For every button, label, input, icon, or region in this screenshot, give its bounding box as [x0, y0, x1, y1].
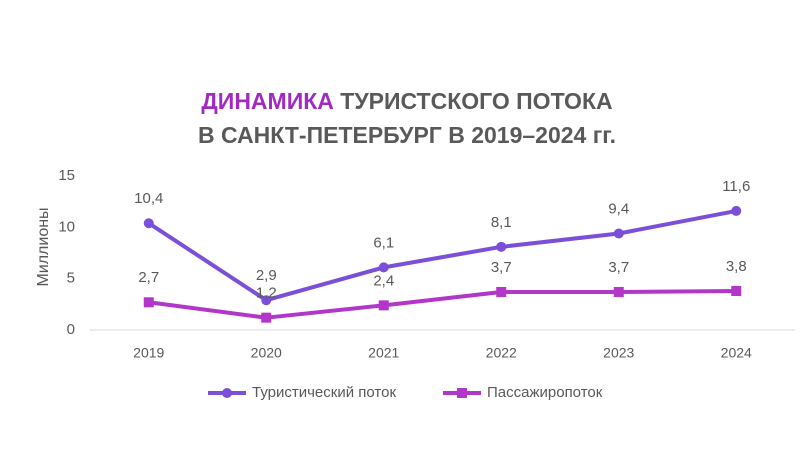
data-label: 2,7 — [138, 269, 159, 286]
series-line — [147, 208, 737, 303]
chart-title: В САНКТ-ПЕТЕРБУРГ В 2019–2024 гг. — [198, 122, 616, 148]
data-point — [613, 228, 624, 239]
x-tick-label: 2024 — [721, 345, 752, 361]
data-label: 10,4 — [134, 190, 163, 207]
data-label: 6,1 — [373, 234, 394, 251]
data-point — [496, 241, 507, 252]
y-tick-label: 5 — [67, 270, 75, 287]
y-tick-label: 15 — [58, 167, 75, 184]
legend-label: Пассажиропоток — [487, 384, 603, 401]
y-tick-label: 0 — [67, 321, 75, 338]
data-point — [261, 295, 272, 306]
title-highlight: ДИНАМИКА — [201, 88, 333, 114]
data-point — [731, 205, 742, 216]
data-label: 3,7 — [608, 259, 629, 276]
y-axis-label: Миллионы — [35, 207, 52, 286]
data-label: 3,8 — [726, 258, 747, 275]
x-tick-label: 2021 — [368, 345, 399, 361]
data-point — [378, 262, 389, 273]
x-tick-label: 2019 — [133, 345, 164, 361]
data-label: 2,9 — [256, 267, 277, 284]
title-line: ТУРИСТСКОГО ПОТОКА — [340, 88, 612, 114]
data-point — [613, 287, 624, 298]
data-point — [143, 218, 154, 229]
data-label: 2,4 — [373, 272, 394, 289]
data-point — [378, 300, 389, 311]
series-line — [148, 288, 737, 320]
data-label: 9,4 — [608, 200, 629, 217]
data-point — [496, 287, 507, 298]
chart-title: ДИНАМИКА ТУРИСТСКОГО ПОТОКА — [201, 88, 612, 114]
data-label: 8,1 — [491, 214, 512, 231]
data-label: 3,7 — [491, 259, 512, 276]
data-point — [261, 312, 272, 323]
data-label: 1,2 — [256, 285, 277, 302]
x-tick-label: 2020 — [251, 345, 282, 361]
data-label: 11,6 — [722, 178, 750, 195]
legend-label: Туристический поток — [252, 384, 396, 401]
data-point — [143, 297, 154, 308]
legend-marker — [222, 388, 232, 398]
data-point — [731, 285, 742, 296]
x-tick-label: 2022 — [486, 345, 517, 361]
x-tick-label: 2023 — [603, 345, 634, 361]
y-tick-label: 10 — [58, 218, 75, 235]
legend-marker — [457, 388, 467, 398]
